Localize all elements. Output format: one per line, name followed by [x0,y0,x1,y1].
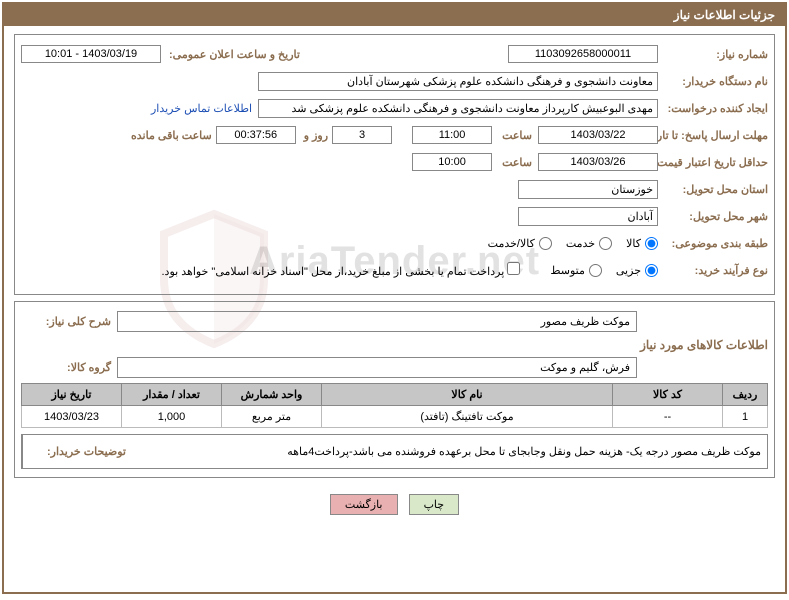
goods-table: ردیف کد کالا نام کالا واحد شمارش تعداد /… [21,383,768,428]
panel-header: جزئیات اطلاعات نیاز [4,4,785,26]
deadline-time: 11:00 [412,126,492,144]
cell-name: موکت تافتینگ (تافتد) [322,406,613,428]
announce-value: 1403/03/19 - 10:01 [21,45,161,63]
buyer-desc-label: توضیحات خریدار: [22,435,132,468]
need-number-value: 1103092658000011 [508,45,658,63]
cell-code: -- [613,406,723,428]
col-code: کد کالا [613,384,723,406]
cell-qty: 1,000 [122,406,222,428]
time-label-1: ساعت [498,129,532,142]
col-date: تاریخ نیاز [22,384,122,406]
cell-unit: متر مربع [222,406,322,428]
radio-both[interactable] [539,237,552,250]
overview-value: موکت ظریف مصور [117,311,637,332]
buyer-contact-link[interactable]: اطلاعات تماس خریدار [151,102,252,115]
buyer-label: نام دستگاه خریدار: [658,75,768,88]
city-value: آبادان [518,207,658,226]
validity-label: حداقل تاریخ اعتبار قیمت: تا تاریخ: [658,156,768,169]
col-row: ردیف [723,384,768,406]
category-label: طبقه بندی موضوعی: [658,237,768,250]
deadline-date: 1403/03/22 [538,126,658,144]
col-unit: واحد شمارش [222,384,322,406]
requester-label: ایجاد کننده درخواست: [658,102,768,115]
city-label: شهر محل تحویل: [658,210,768,223]
buyer-desc-text: موکت ظریف مصور درجه یک- هزینه حمل ونقل و… [132,435,767,468]
group-label: گروه کالا: [21,361,111,374]
radio-partial[interactable] [645,264,658,277]
radio-medium-label: متوسط [550,264,585,277]
province-value: خوزستان [518,180,658,199]
need-number-label: شماره نیاز: [658,48,768,61]
radio-service[interactable] [599,237,612,250]
deadline-label: مهلت ارسال پاسخ: تا تاریخ: [658,129,768,142]
radio-medium[interactable] [589,264,602,277]
cell-n: 1 [723,406,768,428]
radio-service-label: خدمت [566,237,595,250]
pay-note: پرداخت تمام یا بخشی از مبلغ خرید،از محل … [161,266,504,278]
group-value: فرش، گلیم و موکت [117,357,637,378]
table-row: 1 -- موکت تافتینگ (تافتد) متر مربع 1,000… [22,406,768,428]
radio-both-label: کالا/خدمت [488,237,535,250]
col-name: نام کالا [322,384,613,406]
time-label-2: ساعت [498,156,532,169]
announce-label: تاریخ و ساعت اعلان عمومی: [165,48,300,61]
treasury-checkbox[interactable] [507,262,520,275]
back-button[interactable]: بازگشت [330,494,398,515]
goods-info-title: اطلاعات کالاهای مورد نیاز [21,338,768,352]
buy-type-label: نوع فرآیند خرید: [658,264,768,277]
validity-date: 1403/03/26 [538,153,658,171]
province-label: استان محل تحویل: [658,183,768,196]
col-qty: تعداد / مقدار [122,384,222,406]
days-and-label: روز و [300,129,328,142]
validity-time: 10:00 [412,153,492,171]
requester-value: مهدی البوعبیش کارپرداز معاونت دانشجوی و … [258,99,658,118]
days-remaining: 3 [332,126,392,144]
remain-label: ساعت باقی مانده [127,129,212,142]
radio-partial-label: جزیی [616,264,641,277]
radio-goods-label: کالا [626,237,641,250]
buyer-value: معاونت دانشجوی و فرهنگی دانشکده علوم پزش… [258,72,658,91]
cell-date: 1403/03/23 [22,406,122,428]
countdown-value: 00:37:56 [216,126,296,144]
print-button[interactable]: چاپ [409,494,460,515]
overview-label: شرح کلی نیاز: [21,315,111,328]
radio-goods[interactable] [645,237,658,250]
